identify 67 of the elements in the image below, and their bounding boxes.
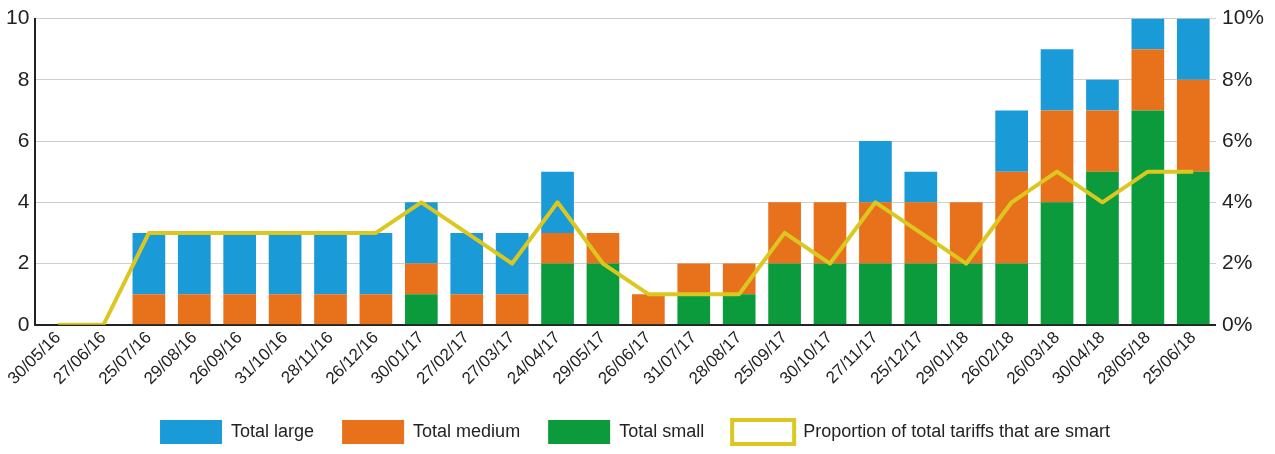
bar [1086, 110, 1119, 172]
bar [541, 263, 574, 325]
y-tick-label: 10 [6, 5, 30, 29]
bar [359, 294, 393, 325]
bar [177, 294, 211, 325]
bar [949, 263, 983, 325]
bar [495, 294, 529, 325]
bar [268, 232, 302, 295]
bar [995, 110, 1028, 172]
bar [859, 202, 892, 264]
bar [404, 294, 438, 325]
y2-tick-label: 6% [1221, 127, 1253, 151]
bar [859, 263, 892, 325]
y2-tick-label: 10% [1221, 5, 1264, 29]
bar [359, 232, 393, 295]
bar [1040, 110, 1074, 203]
bar [995, 171, 1028, 264]
bar [586, 263, 620, 325]
bar [904, 263, 938, 325]
bar [450, 232, 484, 295]
y-tick-label: 0 [17, 311, 30, 335]
bar [904, 171, 938, 203]
bar [404, 263, 438, 295]
bar [314, 294, 347, 325]
bar [1086, 171, 1119, 325]
bar [768, 263, 801, 325]
bar [632, 294, 665, 325]
bar [223, 232, 257, 295]
bar [268, 294, 302, 325]
y2-tick-label: 4% [1221, 189, 1253, 213]
bar [541, 232, 574, 264]
bar [768, 202, 801, 264]
bar [132, 294, 166, 325]
bar [949, 202, 983, 264]
y2-tick-label: 0% [1221, 311, 1253, 335]
bar [177, 232, 211, 295]
bar [1086, 79, 1119, 111]
bar [1131, 110, 1165, 325]
y2-tick-label: 8% [1221, 66, 1253, 90]
bar [1176, 79, 1210, 172]
legend-label: Total large [231, 420, 315, 441]
bar [450, 294, 484, 325]
bar [995, 263, 1028, 325]
bar [1131, 18, 1165, 50]
bar [677, 263, 711, 295]
bar [904, 202, 938, 264]
y-tick-label: 8 [17, 66, 30, 90]
legend-label: Total small [619, 420, 705, 441]
y2-tick-label: 2% [1221, 250, 1253, 274]
bar [1176, 171, 1210, 325]
bar [859, 141, 892, 203]
bar [813, 202, 847, 264]
bar [1131, 49, 1165, 111]
legend-label: Total medium [413, 420, 521, 441]
bar [404, 202, 438, 264]
bar [677, 294, 711, 325]
bar [1176, 18, 1210, 80]
bar [722, 294, 756, 325]
bar [223, 294, 257, 325]
y-tick-label: 2 [17, 250, 30, 274]
bar [1040, 49, 1074, 111]
y-tick-label: 4 [17, 189, 30, 213]
bar [813, 263, 847, 325]
y-tick-label: 6 [17, 127, 30, 151]
legend-label: Proportion of total tariffs that are smart [803, 420, 1110, 441]
bar [314, 232, 347, 295]
bar [1040, 202, 1074, 325]
